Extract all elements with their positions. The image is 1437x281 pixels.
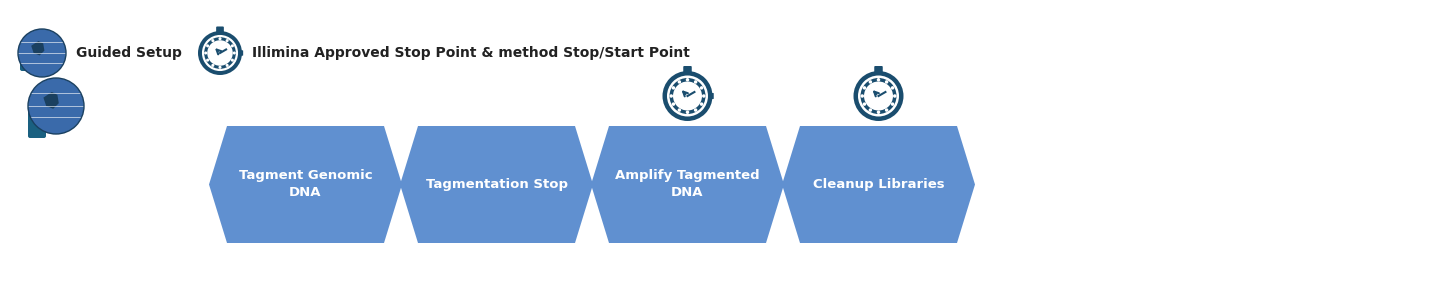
Circle shape [885,108,888,112]
Circle shape [885,80,888,84]
Circle shape [891,102,894,106]
Circle shape [226,64,228,67]
Circle shape [700,102,703,106]
Circle shape [858,76,900,117]
Polygon shape [32,41,45,55]
Text: End of Method: End of Method [1015,178,1124,191]
Circle shape [678,80,681,84]
Circle shape [862,102,867,106]
FancyBboxPatch shape [856,93,861,99]
FancyBboxPatch shape [683,66,691,75]
Polygon shape [591,126,785,243]
Circle shape [662,71,713,121]
Circle shape [233,51,236,55]
Circle shape [226,39,228,42]
FancyBboxPatch shape [27,106,46,138]
Polygon shape [19,126,211,243]
FancyBboxPatch shape [216,26,224,35]
Circle shape [678,108,681,112]
Circle shape [211,39,214,42]
Circle shape [205,44,210,47]
Circle shape [27,78,83,134]
Circle shape [673,81,703,110]
Polygon shape [973,126,1148,243]
Circle shape [198,31,241,75]
Circle shape [864,81,892,110]
Circle shape [671,86,675,90]
Polygon shape [399,126,593,243]
FancyBboxPatch shape [900,93,905,99]
Text: Guided Setup: Guided Setup [76,46,182,60]
Circle shape [671,102,675,106]
Circle shape [877,110,881,114]
Text: Extraction
(Saliva/Blood): Extraction (Saliva/Blood) [53,169,158,200]
Circle shape [685,78,690,81]
Circle shape [670,94,673,98]
Circle shape [861,78,897,114]
Circle shape [231,59,234,62]
Circle shape [670,78,706,114]
Circle shape [694,108,697,112]
Circle shape [667,76,708,117]
Text: Illimina Approved Stop Point & method Stop/Start Point: Illimina Approved Stop Point & method St… [251,46,690,60]
Circle shape [218,66,221,69]
Text: Amplify Tagmented
DNA: Amplify Tagmented DNA [615,169,760,200]
Circle shape [700,86,703,90]
Polygon shape [782,126,974,243]
Circle shape [854,71,904,121]
Circle shape [891,86,894,90]
Circle shape [861,94,864,98]
FancyBboxPatch shape [200,50,204,56]
Circle shape [211,64,214,67]
Text: Tagmentation Stop: Tagmentation Stop [425,178,568,191]
Polygon shape [43,92,59,109]
FancyBboxPatch shape [665,93,670,99]
Circle shape [685,110,690,114]
Circle shape [868,80,872,84]
FancyBboxPatch shape [239,50,243,56]
Circle shape [205,59,210,62]
Circle shape [694,80,697,84]
Circle shape [19,29,66,77]
FancyBboxPatch shape [708,93,714,99]
FancyBboxPatch shape [874,66,882,75]
Circle shape [204,37,236,69]
Circle shape [218,37,221,40]
Circle shape [703,94,706,98]
Circle shape [203,35,239,71]
Circle shape [204,51,207,55]
Text: Tagment Genomic
DNA: Tagment Genomic DNA [239,169,372,200]
Circle shape [868,108,872,112]
Circle shape [231,44,234,47]
Circle shape [877,78,881,81]
FancyBboxPatch shape [20,45,34,71]
Polygon shape [208,126,402,243]
Circle shape [207,40,233,66]
Circle shape [892,94,897,98]
Circle shape [862,86,867,90]
Text: Cleanup Libraries: Cleanup Libraries [813,178,944,191]
